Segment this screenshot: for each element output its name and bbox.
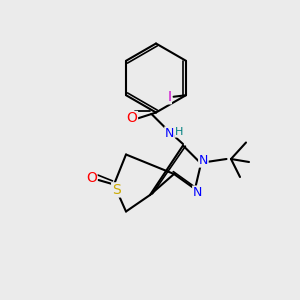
Text: H: H bbox=[175, 127, 184, 137]
Text: N: N bbox=[165, 127, 174, 140]
Text: S: S bbox=[112, 183, 121, 197]
Text: N: N bbox=[199, 154, 208, 167]
Text: N: N bbox=[193, 186, 202, 199]
Text: O: O bbox=[127, 112, 137, 125]
Text: I: I bbox=[167, 90, 171, 104]
Text: O: O bbox=[86, 172, 97, 185]
